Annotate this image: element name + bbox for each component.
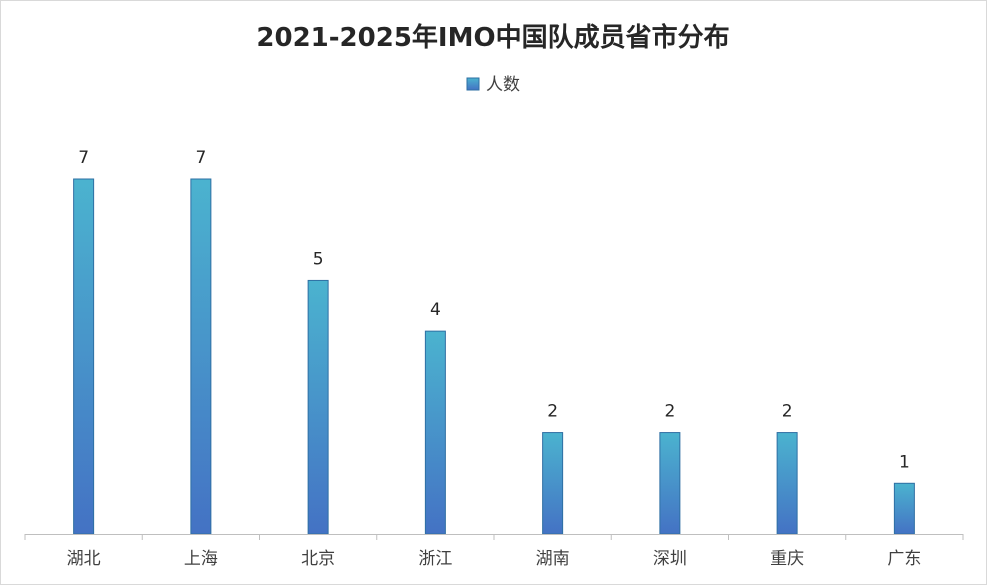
- value-label-7: 1: [899, 452, 910, 472]
- legend-swatch: [466, 77, 480, 91]
- value-label-2: 5: [313, 249, 324, 269]
- legend-label: 人数: [486, 75, 520, 95]
- bar-6: [776, 432, 798, 535]
- x-tick-label-0: 湖北: [67, 549, 101, 569]
- x-tick-labels: 湖北 上海 北京 浙江 湖南 深圳 重庆 广东: [67, 549, 922, 569]
- bar-5: [659, 432, 681, 535]
- bar-4: [542, 432, 564, 535]
- bar-7: [893, 482, 915, 535]
- x-tick-label-6: 重庆: [770, 549, 804, 569]
- x-tick-label-4: 湖南: [536, 549, 570, 569]
- chart-title: 2021-2025年IMO中国队成员省市分布: [256, 22, 729, 53]
- value-label-5: 2: [664, 402, 675, 422]
- x-tick-label-1: 上海: [184, 549, 218, 569]
- legend: 人数: [466, 75, 520, 95]
- value-label-3: 4: [430, 300, 441, 320]
- x-tick-label-7: 广东: [887, 549, 921, 569]
- x-tick-label-3: 浙江: [418, 549, 452, 569]
- bars-group: [73, 178, 915, 535]
- bar-1: [190, 178, 212, 535]
- value-labels-group: 7 7 5 4 2 2 2 1: [78, 148, 910, 472]
- value-label-1: 7: [195, 148, 206, 168]
- value-label-6: 2: [782, 402, 793, 422]
- value-label-0: 7: [78, 148, 89, 168]
- bar-2: [307, 279, 329, 535]
- value-label-4: 2: [547, 402, 558, 422]
- bar-0: [73, 178, 95, 535]
- x-tick-label-2: 北京: [301, 549, 335, 569]
- x-tick-label-5: 深圳: [653, 549, 687, 569]
- x-axis: [24, 534, 964, 540]
- bar-3: [424, 330, 446, 535]
